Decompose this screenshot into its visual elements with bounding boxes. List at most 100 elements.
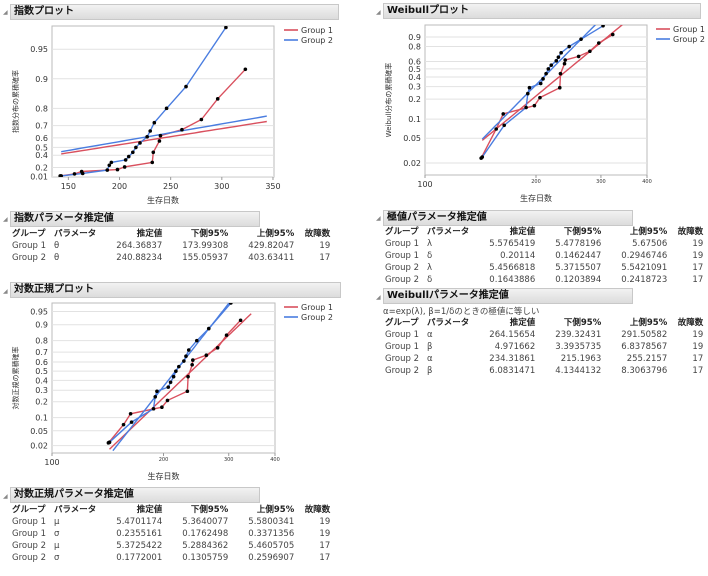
table-cell: 17 xyxy=(319,253,331,263)
table-cell: δ xyxy=(427,275,433,285)
weibull-plot-chart: 0.02 0.05 0.1 0.2 0.30.40.50.6 0.80.9 100 200 30… xyxy=(384,24,705,203)
column-header: 上側95% xyxy=(629,227,668,237)
table-row: Group 2 θ 240.88234 155.05937 403.63411 17 xyxy=(8,252,334,264)
data-point xyxy=(80,171,85,176)
table-cell: 0.2946746 xyxy=(621,251,668,261)
data-point xyxy=(501,112,506,116)
column-header: 故障数 xyxy=(304,505,331,515)
table-row: Group 2 μ 5.3725422 5.2884362 5.4605705 17 xyxy=(8,540,334,552)
data-point xyxy=(544,71,548,76)
table-row: Group 1 α 264.15654 239.32431 291.50582 19 xyxy=(381,329,707,341)
data-point xyxy=(206,326,211,331)
fit-line-group-2 xyxy=(481,25,597,140)
data-point xyxy=(59,174,64,177)
data-point xyxy=(556,55,561,59)
table-cell: 215.1963 xyxy=(560,354,602,364)
column-header: 上側95% xyxy=(629,318,668,328)
data-point xyxy=(224,26,228,30)
table-cell: 5.4605705 xyxy=(248,541,295,551)
weibull-plot-header[interactable]: Weibullプロット xyxy=(383,3,701,19)
data-point xyxy=(123,158,128,162)
table-row: Group 1 β 4.971662 3.3935735 6.8378567 19 xyxy=(381,341,707,353)
column-header: 推定値 xyxy=(509,227,536,237)
table-cell: μ xyxy=(54,541,60,551)
data-point xyxy=(164,106,169,111)
table-cell: 239.32431 xyxy=(555,330,602,340)
y-tick-label: 0.4 xyxy=(35,151,48,160)
collapse-triangle-icon[interactable]: ◢ xyxy=(3,288,8,295)
table-row: Group 1 δ 0.20114 0.1462447 0.2946746 19 xyxy=(381,250,707,262)
lognorm-params-header[interactable]: 対数正規パラメータ推定値 xyxy=(10,487,260,503)
weibull-params-header[interactable]: Weibullパラメータ推定値 xyxy=(383,288,633,304)
collapse-triangle-icon[interactable]: ◢ xyxy=(376,215,381,222)
exp-plot-header[interactable]: 指数プロット xyxy=(10,4,339,20)
data-point xyxy=(562,61,567,66)
table-cell: Group 1 xyxy=(385,330,419,340)
table-cell: 19 xyxy=(319,241,331,251)
y-axis-label: 指数分布の累積確率 xyxy=(11,70,20,133)
data-point xyxy=(229,303,233,305)
table-cell: Group 1 xyxy=(385,239,419,249)
table-cell: 5.5421091 xyxy=(621,263,668,273)
data-point xyxy=(538,81,543,86)
column-header: パラメータ xyxy=(427,318,470,328)
step-line-group-2 xyxy=(109,303,232,443)
table-cell: 0.2596907 xyxy=(248,553,295,563)
data-point xyxy=(186,374,190,379)
collapse-triangle-icon[interactable]: ◢ xyxy=(3,493,8,500)
table-cell: 5.4566818 xyxy=(489,263,536,273)
data-point xyxy=(131,150,135,155)
y-tick-label: 0.05 xyxy=(30,427,48,436)
collapse-triangle-icon[interactable]: ◢ xyxy=(3,216,8,223)
y-tick-label: 0.2 xyxy=(35,163,48,172)
lognorm-plot-header[interactable]: 対数正規プロット xyxy=(10,282,341,298)
data-point xyxy=(238,318,243,323)
column-header: 下側95% xyxy=(190,229,229,239)
extreme-params-header[interactable]: 極値パラメータ推定値 xyxy=(383,210,633,226)
y-tick-label: 0.01 xyxy=(30,173,48,182)
y-tick-label: 0.95 xyxy=(30,45,48,54)
table-cell: 6.0831471 xyxy=(489,366,536,376)
data-point xyxy=(105,168,110,172)
fit-line-group-2 xyxy=(61,115,267,153)
table-cell: θ xyxy=(54,241,60,251)
table-cell: 17 xyxy=(319,553,331,563)
table-cell: 5.67506 xyxy=(632,239,668,249)
exp-params-header[interactable]: 指数パラメータ推定値 xyxy=(10,211,260,227)
table-cell: Group 1 xyxy=(12,241,46,251)
data-point xyxy=(186,348,191,352)
data-point xyxy=(109,160,114,165)
collapse-triangle-icon[interactable]: ◢ xyxy=(376,294,381,301)
y-tick-label: 0.7 xyxy=(35,348,48,357)
table-cell: 5.2884362 xyxy=(182,541,229,551)
table-cell: 429.82047 xyxy=(248,241,295,251)
x-tick-label: 100 xyxy=(417,180,432,189)
data-point xyxy=(215,97,220,101)
data-point xyxy=(126,154,131,159)
y-tick-label: 0.9 xyxy=(35,75,48,84)
table-header-row: グループ パラメータ 推定値 下側95% 上側95% 故障数 xyxy=(381,317,707,329)
data-point xyxy=(138,141,142,145)
table-cell: 0.1462447 xyxy=(555,251,602,261)
x-tick-label: 200 xyxy=(112,182,127,191)
data-point xyxy=(184,354,188,359)
plot-area xyxy=(424,24,648,176)
table-cell: 0.1772001 xyxy=(116,553,163,563)
data-point xyxy=(195,338,199,343)
data-point xyxy=(204,353,209,358)
data-point xyxy=(129,420,134,424)
table-cell: 19 xyxy=(319,517,331,527)
data-point xyxy=(184,84,188,89)
y-tick-label: 0.2 xyxy=(35,398,48,407)
legend-label: Group 2 xyxy=(673,35,705,44)
collapse-triangle-icon[interactable]: ◢ xyxy=(376,9,381,16)
legend-label: Group 2 xyxy=(301,36,333,45)
data-point xyxy=(153,394,158,399)
data-point xyxy=(152,120,157,125)
column-header: パラメータ xyxy=(54,505,97,515)
table-cell: 3.3935735 xyxy=(555,342,602,352)
x-tick-label: 250 xyxy=(163,182,178,191)
y-tick-label: 0.7 xyxy=(35,122,48,131)
column-header: グループ xyxy=(385,227,419,237)
collapse-triangle-icon[interactable]: ◢ xyxy=(3,9,8,16)
